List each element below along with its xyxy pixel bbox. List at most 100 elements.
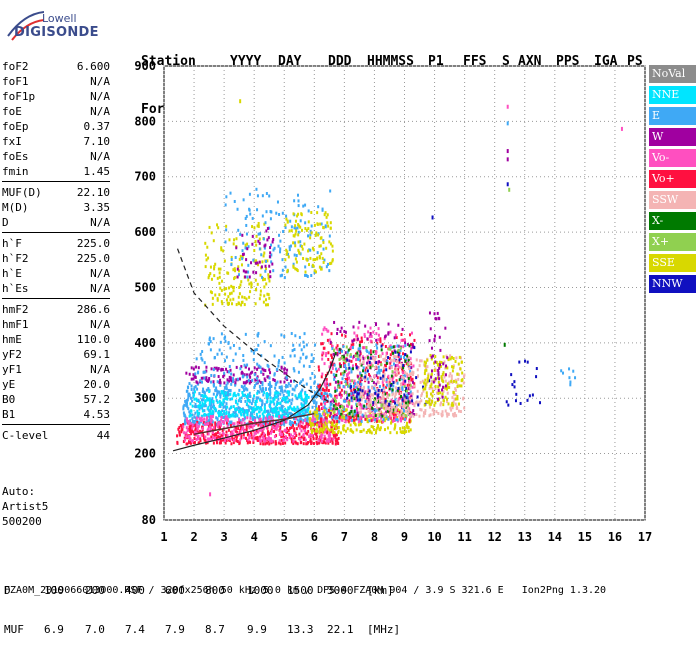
echo-point xyxy=(210,413,213,417)
echo-point xyxy=(206,416,209,420)
echo-point xyxy=(195,433,198,437)
echo-point xyxy=(196,427,199,431)
echo-point xyxy=(311,414,314,418)
echo-point xyxy=(280,389,283,393)
echo-point xyxy=(276,423,279,427)
echo-point xyxy=(387,332,390,336)
echo-point xyxy=(302,340,305,344)
echo-point xyxy=(225,402,228,406)
echo-point xyxy=(323,430,326,434)
echo-point xyxy=(290,332,293,336)
echo-point xyxy=(272,248,275,252)
echo-point xyxy=(251,242,254,246)
echo-point xyxy=(357,417,360,421)
echo-point xyxy=(223,359,226,363)
echo-point xyxy=(430,373,433,377)
echo-point xyxy=(433,368,436,372)
echo-point xyxy=(325,439,328,443)
echo-point xyxy=(223,259,226,263)
echo-point xyxy=(376,417,379,421)
echo-point xyxy=(395,336,398,340)
echo-point xyxy=(505,400,508,404)
echo-point xyxy=(255,376,258,380)
echo-point xyxy=(290,229,293,233)
echo-point xyxy=(368,335,371,339)
echo-point xyxy=(245,426,248,430)
echo-point xyxy=(220,288,223,292)
echo-point xyxy=(377,381,380,385)
param-row-12: h`F2 225.0 xyxy=(2,252,110,266)
echo-point xyxy=(350,404,353,408)
echo-point xyxy=(192,367,195,371)
echo-point xyxy=(302,418,305,422)
echo-point xyxy=(192,393,195,397)
echo-point xyxy=(303,428,306,432)
echo-point xyxy=(241,391,244,395)
echo-point xyxy=(211,415,214,419)
echo-point xyxy=(321,406,324,410)
param-value: 1.45 xyxy=(83,165,111,178)
echo-point xyxy=(427,374,430,378)
echo-point xyxy=(318,265,321,269)
echo-point xyxy=(350,385,353,389)
echo-point xyxy=(260,428,263,432)
echo-point xyxy=(295,422,298,426)
echo-point xyxy=(421,392,424,396)
echo-point xyxy=(332,373,335,377)
echo-point xyxy=(325,386,328,390)
echo-point xyxy=(226,405,229,409)
echo-point xyxy=(327,433,330,437)
echo-point xyxy=(193,386,196,390)
echo-point xyxy=(395,406,398,410)
echo-point xyxy=(209,416,212,420)
echo-point xyxy=(282,439,285,443)
echo-point xyxy=(380,348,383,352)
echo-point xyxy=(249,212,252,216)
echo-point xyxy=(396,389,399,393)
echo-point xyxy=(258,260,261,264)
echo-point xyxy=(366,361,369,365)
echo-point xyxy=(231,436,234,440)
echo-point xyxy=(325,425,328,429)
echo-point xyxy=(448,380,451,384)
echo-point xyxy=(272,397,275,401)
echo-point xyxy=(277,364,280,368)
echo-point xyxy=(294,385,297,389)
echo-point xyxy=(255,271,258,275)
echo-point xyxy=(404,353,407,357)
x-tick-label: 2 xyxy=(190,530,197,544)
echo-point xyxy=(203,376,206,380)
echo-point xyxy=(253,417,256,421)
echo-point xyxy=(396,363,399,367)
echo-point xyxy=(225,395,228,399)
echo-point xyxy=(398,355,401,359)
echo-point xyxy=(186,429,189,433)
echo-point xyxy=(238,406,241,410)
echo-point xyxy=(367,356,370,360)
echo-point xyxy=(256,380,259,384)
echo-point xyxy=(394,415,397,419)
echo-point xyxy=(393,371,396,375)
echo-point xyxy=(231,422,234,426)
echo-point xyxy=(411,343,414,347)
x-tick-label: 11 xyxy=(457,530,471,544)
echo-point xyxy=(294,227,297,231)
digisonde-logo: Lowell DIGISONDE xyxy=(4,6,134,46)
echo-point xyxy=(295,383,298,387)
echo-point xyxy=(341,377,344,381)
echo-point xyxy=(392,419,395,423)
echo-point xyxy=(302,442,305,446)
echo-point xyxy=(443,375,446,379)
echo-point xyxy=(402,382,405,386)
echo-point xyxy=(240,301,243,305)
echo-point xyxy=(252,435,255,439)
echo-point xyxy=(342,384,345,388)
echo-point xyxy=(265,395,268,399)
echo-point xyxy=(401,371,404,375)
echo-point xyxy=(195,380,198,384)
echo-point xyxy=(364,417,367,421)
legend-item-x: X+ xyxy=(649,233,696,251)
echo-point xyxy=(411,380,414,384)
echo-point xyxy=(201,393,204,397)
echo-point xyxy=(269,383,272,387)
